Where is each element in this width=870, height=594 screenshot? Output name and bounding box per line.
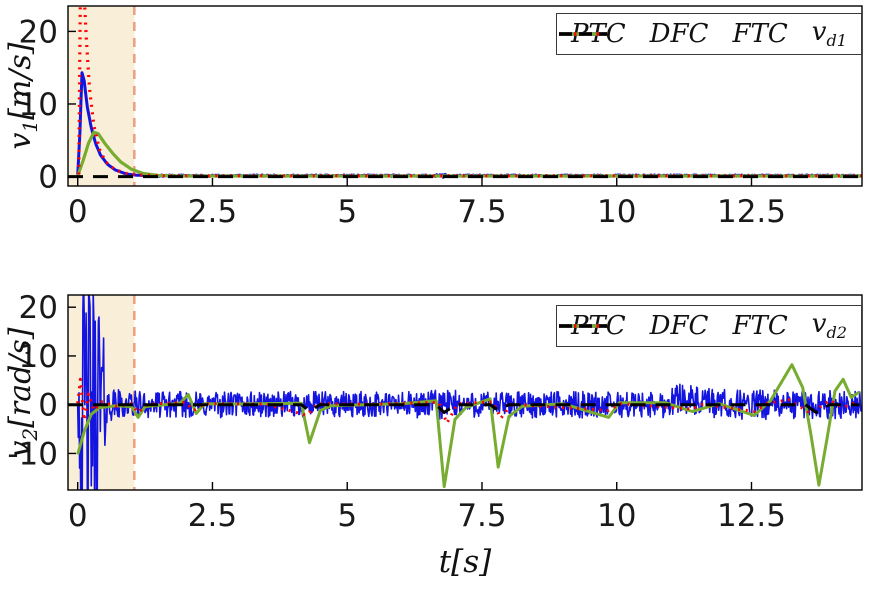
y-tick-label: 20	[19, 14, 58, 50]
y-tick-label: 10	[19, 87, 58, 123]
x-tick-label: 10	[597, 498, 636, 534]
legend-item-vd1: vd1	[558, 17, 847, 51]
legend-label: FTC	[732, 311, 788, 342]
series-vd2	[68, 403, 860, 414]
legend-item-ftc: FTC	[558, 311, 788, 342]
series-ftc	[76, 377, 860, 425]
legend-item-dfc: DFC	[558, 311, 709, 342]
y-tick-label: 0	[38, 160, 58, 196]
x-axis-label: t[s]	[439, 544, 492, 580]
series-dfc	[76, 130, 862, 178]
legend-sample-vd2-line	[558, 324, 607, 328]
x-tick-label: 2.5	[188, 498, 237, 534]
x-tick-label: 12.5	[717, 194, 786, 230]
y-tick-label: 10	[19, 339, 58, 375]
legend-label: FTC	[732, 19, 788, 50]
legend-item-dfc: DFC	[558, 19, 709, 50]
x-tick-label: 0	[68, 194, 88, 230]
x-tick-label: 5	[337, 498, 357, 534]
legend-label: DFC	[649, 19, 709, 50]
x-tick-label: 7.5	[457, 194, 506, 230]
y-tick-label: 0	[38, 388, 58, 424]
x-tick-label: 2.5	[188, 194, 237, 230]
y-axis-label: v2[rad/s]	[3, 327, 42, 457]
legend-v1: PTC DFC FTC vd1	[555, 13, 862, 56]
series-dfc	[76, 363, 861, 489]
series-ptc	[76, 71, 862, 179]
y-tick-label: -10	[7, 436, 58, 472]
x-tick-label: 5	[337, 194, 357, 230]
legend-item-vd2: vd2	[558, 309, 847, 343]
legend-item-ftc: FTC	[558, 19, 788, 50]
plot-box	[67, 294, 863, 491]
x-tick-label: 12.5	[717, 498, 786, 534]
legend-label: DFC	[649, 311, 709, 342]
legend-sample-vd1-line	[558, 32, 607, 36]
legend-label: vd1	[811, 17, 847, 51]
x-tick-label: 7.5	[457, 498, 506, 534]
series-ptc	[76, 295, 862, 490]
y-tick-label: 20	[19, 290, 58, 326]
x-tick-label: 0	[68, 498, 88, 534]
plot-box	[67, 5, 863, 187]
x-tick-label: 10	[597, 194, 636, 230]
y-axis-label: v1[m/s]	[3, 42, 42, 149]
legend-v2: PTC DFC FTC vd2	[555, 305, 862, 348]
legend-label: vd2	[811, 309, 847, 343]
